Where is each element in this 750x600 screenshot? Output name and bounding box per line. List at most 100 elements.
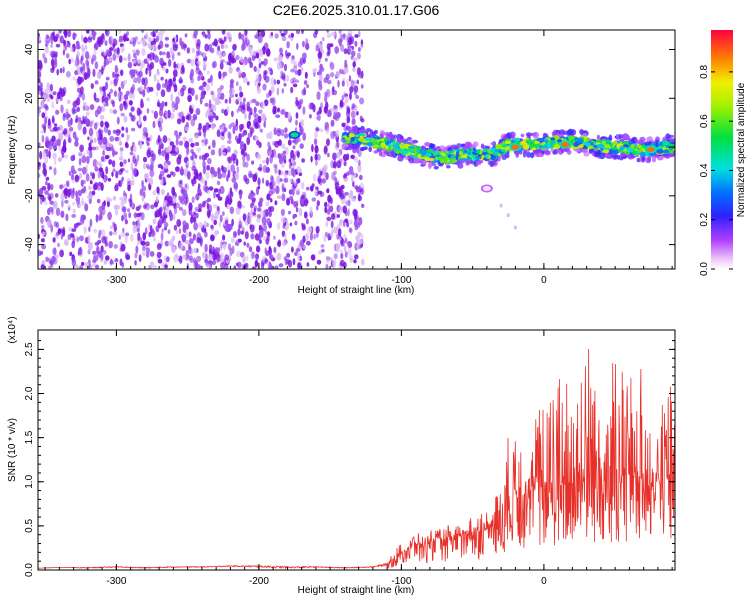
noise-point <box>77 76 82 85</box>
noise-point <box>111 171 114 177</box>
noise-point <box>39 250 44 255</box>
noise-point <box>231 218 234 227</box>
noise-point <box>160 178 164 186</box>
noise-point <box>360 258 365 266</box>
noise-point <box>72 208 76 214</box>
noise-point <box>49 50 54 57</box>
noise-point <box>93 92 97 101</box>
noise-point <box>322 37 325 42</box>
noise-point <box>348 199 351 207</box>
noise-point <box>221 108 225 114</box>
noise-point <box>86 30 90 34</box>
noise-point <box>63 44 67 52</box>
noise-point <box>158 174 163 181</box>
noise-point <box>105 146 111 152</box>
noise-point <box>48 166 53 170</box>
noise-point <box>353 173 357 178</box>
noise-point <box>64 133 70 138</box>
y-tick-label: 1.0 <box>24 474 35 488</box>
noise-point <box>49 128 55 133</box>
noise-point <box>125 252 128 259</box>
noise-point <box>45 181 48 186</box>
noise-point <box>184 126 189 132</box>
noise-point <box>255 74 260 83</box>
noise-point <box>206 202 210 210</box>
noise-point <box>244 231 249 240</box>
noise-point <box>184 33 188 38</box>
noise-point <box>233 182 238 190</box>
noise-point <box>264 99 269 107</box>
noise-point <box>310 185 314 192</box>
ridge-point <box>413 156 421 164</box>
noise-point <box>319 43 323 53</box>
noise-point <box>263 42 269 51</box>
noise-point <box>105 175 108 181</box>
noise-point <box>52 145 57 150</box>
noise-point <box>91 172 96 180</box>
noise-point <box>350 79 355 88</box>
noise-point <box>302 106 306 115</box>
noise-point <box>199 236 203 245</box>
noise-point <box>55 126 61 131</box>
ridge-point <box>450 155 457 159</box>
noise-point <box>237 96 243 102</box>
x-tick-label: -200 <box>249 576 269 587</box>
noise-point <box>327 152 330 158</box>
ridge-point <box>533 140 540 145</box>
ridge-point <box>634 150 640 156</box>
noise-point <box>151 110 155 114</box>
ridge-point <box>465 141 473 149</box>
noise-point <box>126 31 129 36</box>
colorbar-tick-label: 0.4 <box>699 163 710 177</box>
noise-point <box>80 120 85 124</box>
noise-point <box>62 114 66 121</box>
noise-point <box>240 205 246 209</box>
noise-point <box>145 163 150 169</box>
noise-point <box>296 165 302 174</box>
noise-point <box>338 30 342 35</box>
noise-point <box>260 61 265 65</box>
noise-point <box>325 73 330 81</box>
noise-point <box>143 204 147 209</box>
ridge-point <box>521 140 527 146</box>
noise-point <box>224 254 229 261</box>
noise-point <box>216 205 220 211</box>
noise-point <box>282 150 286 155</box>
noise-point <box>269 68 274 76</box>
noise-point <box>251 55 256 61</box>
noise-point <box>65 213 69 222</box>
noise-point <box>329 257 333 262</box>
noise-point <box>231 110 234 118</box>
noise-point <box>104 239 108 245</box>
noise-point <box>81 51 85 57</box>
noise-point <box>105 166 109 175</box>
noise-point <box>295 187 301 194</box>
noise-point <box>204 243 208 253</box>
ridge-point <box>355 141 362 146</box>
colorbar-gradient <box>711 30 733 269</box>
ridge-point <box>347 143 353 151</box>
ridge-point <box>444 158 448 164</box>
noise-point <box>197 183 201 190</box>
noise-point <box>204 43 210 52</box>
noise-point <box>145 247 151 254</box>
noise-point <box>101 95 105 104</box>
noise-point <box>174 146 179 152</box>
noise-point <box>290 32 294 38</box>
noise-point <box>190 58 195 67</box>
noise-point <box>239 143 244 151</box>
noise-point <box>165 207 169 216</box>
noise-point <box>97 214 103 221</box>
noise-point <box>123 79 128 85</box>
noise-point <box>273 78 277 86</box>
noise-point <box>41 102 44 110</box>
noise-point <box>175 134 181 139</box>
noise-point <box>161 218 167 223</box>
tail-point <box>506 213 510 218</box>
ridge-point <box>641 156 646 163</box>
noise-point <box>127 63 131 68</box>
noise-point <box>343 234 347 239</box>
noise-point <box>152 218 157 225</box>
noise-point <box>120 199 125 208</box>
noise-point <box>140 98 144 104</box>
